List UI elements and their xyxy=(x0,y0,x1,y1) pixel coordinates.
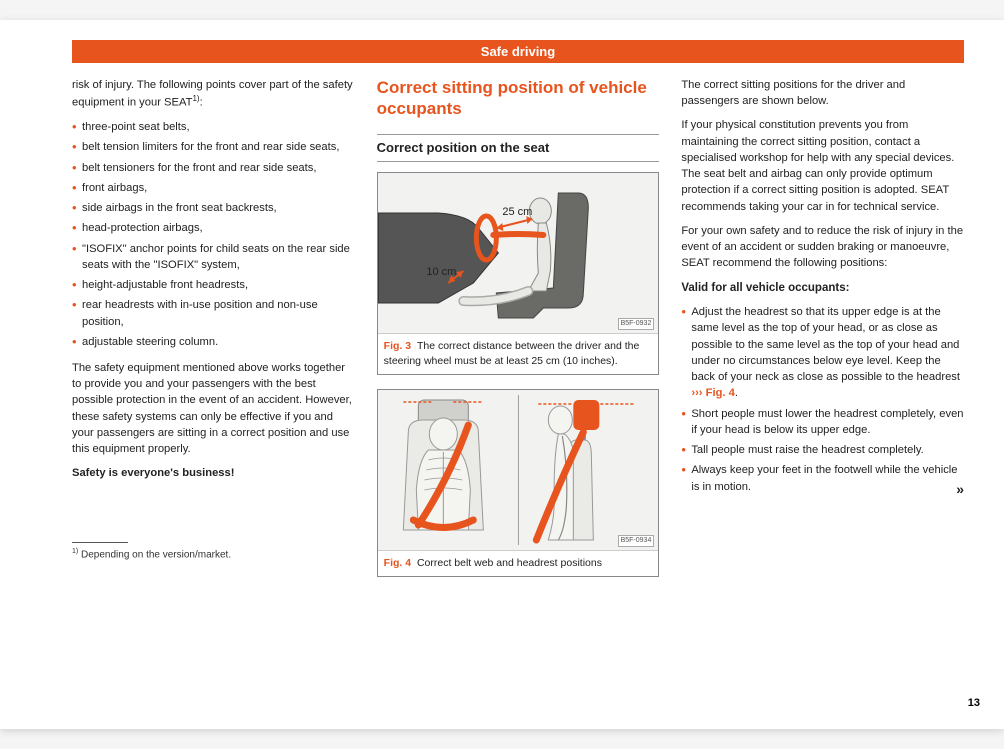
section-header: Safe driving xyxy=(72,40,964,63)
fig4-ref[interactable]: Fig. 4 xyxy=(706,387,735,399)
p3: For your own safety and to reduce the ri… xyxy=(681,223,964,272)
list-item: belt tensioners for the front and rear s… xyxy=(72,160,355,176)
list-item: belt tension limiters for the front and … xyxy=(72,139,355,155)
subsection-title: Correct position on the seat xyxy=(377,134,660,163)
p2: If your physical constitution prevents y… xyxy=(681,117,964,214)
belt-headrest-diagram xyxy=(378,390,659,550)
dist-10cm: 10 cm xyxy=(426,266,456,278)
figure-3-caption: Fig. 3 The correct distance between the … xyxy=(378,333,659,373)
list-item: Short people must lower the headrest com… xyxy=(681,406,964,438)
section-title: Correct sitting position of vehicle occu… xyxy=(377,77,660,120)
bullet-2-text: Short people must lower the headrest com… xyxy=(691,408,963,436)
list-item: adjustable steering column. xyxy=(72,334,355,350)
ref-arrow: ››› xyxy=(691,387,702,399)
column-middle: Correct sitting position of vehicle occu… xyxy=(377,77,660,591)
bullet-4-text: Always keep your feet in the footwell wh… xyxy=(691,464,957,492)
safety-slogan: Safety is everyone's business! xyxy=(72,465,355,481)
content-columns: risk of injury. The following points cov… xyxy=(72,77,964,591)
column-left: risk of injury. The following points cov… xyxy=(72,77,355,591)
list-item: front airbags, xyxy=(72,180,355,196)
list-item: "ISOFIX" anchor points for child seats o… xyxy=(72,241,355,273)
safety-paragraph: The safety equipment mentioned above wor… xyxy=(72,360,355,457)
dist-25cm: 25 cm xyxy=(502,206,532,218)
list-item: Tall people must raise the headrest comp… xyxy=(681,442,964,458)
footnote-text: Depending on the version/market. xyxy=(81,549,231,560)
list-item-text: side airbags in the front seat backrests… xyxy=(82,202,277,214)
equipment-list: three-point seat belts, belt tension lim… xyxy=(72,119,355,350)
valid-heading: Valid for all vehicle occupants: xyxy=(681,280,964,297)
list-item-text: front airbags, xyxy=(82,182,147,194)
bullet-3-text: Tall people must raise the headrest comp… xyxy=(691,444,923,456)
footnote-rule xyxy=(72,542,128,543)
list-item-text: adjustable steering column. xyxy=(82,336,218,348)
figure-4-image: B5F-0934 xyxy=(378,390,659,550)
figure-4-caption: Fig. 4 Correct belt web and headrest pos… xyxy=(378,550,659,576)
list-item: Adjust the headrest so that its upper ed… xyxy=(681,304,964,401)
p1: The correct sitting positions for the dr… xyxy=(681,77,964,109)
figure-3: 25 cm 10 cm B5F-0932 Fig. 3 The correct … xyxy=(377,172,660,374)
footnote-sup: 1) xyxy=(72,548,78,555)
list-item: Always keep your feet in the footwell wh… xyxy=(681,462,964,494)
list-item-text: "ISOFIX" anchor points for child seats o… xyxy=(82,243,350,271)
list-item: side airbags in the front seat backrests… xyxy=(72,200,355,216)
footnote: 1) Depending on the version/market. xyxy=(72,547,355,563)
figure-4: B5F-0934 Fig. 4 Correct belt web and hea… xyxy=(377,389,660,577)
figure-4-code: B5F-0934 xyxy=(618,535,655,547)
intro-text: risk of injury. The following points cov… xyxy=(72,79,353,109)
list-item: head-protection airbags, xyxy=(72,220,355,236)
list-item-text: rear headrests with in-use position and … xyxy=(82,299,318,327)
intro-sup: 1) xyxy=(192,94,199,103)
figure-3-caption-text: The correct distance between the driver … xyxy=(384,340,640,366)
column-right: The correct sitting positions for the dr… xyxy=(681,77,964,591)
list-item-text: head-protection airbags, xyxy=(82,222,203,234)
figure-4-label: Fig. 4 xyxy=(384,557,411,569)
list-item: three-point seat belts, xyxy=(72,119,355,135)
intro-paragraph: risk of injury. The following points cov… xyxy=(72,77,355,111)
figure-3-image: 25 cm 10 cm B5F-0932 xyxy=(378,173,659,333)
continue-mark: » xyxy=(956,479,964,499)
intro-end: : xyxy=(200,97,203,109)
list-item-text: belt tension limiters for the front and … xyxy=(82,141,339,153)
list-item: height-adjustable front headrests, xyxy=(72,277,355,293)
bullet-1-end: . xyxy=(735,387,738,399)
bullet-1-text: Adjust the headrest so that its upper ed… xyxy=(691,306,960,383)
occupant-list: Adjust the headrest so that its upper ed… xyxy=(681,304,964,495)
driver-position-diagram: 25 cm 10 cm xyxy=(378,173,659,333)
page-number: 13 xyxy=(968,697,980,709)
list-item-text: belt tensioners for the front and rear s… xyxy=(82,162,316,174)
list-item-text: three-point seat belts, xyxy=(82,121,190,133)
figure-3-code: B5F-0932 xyxy=(618,318,655,330)
list-item: rear headrests with in-use position and … xyxy=(72,297,355,329)
figure-4-caption-text: Correct belt web and headrest positions xyxy=(417,557,602,569)
list-item-text: height-adjustable front headrests, xyxy=(82,279,248,291)
manual-page: Safe driving risk of injury. The followi… xyxy=(0,20,1004,729)
figure-3-label: Fig. 3 xyxy=(384,340,411,352)
